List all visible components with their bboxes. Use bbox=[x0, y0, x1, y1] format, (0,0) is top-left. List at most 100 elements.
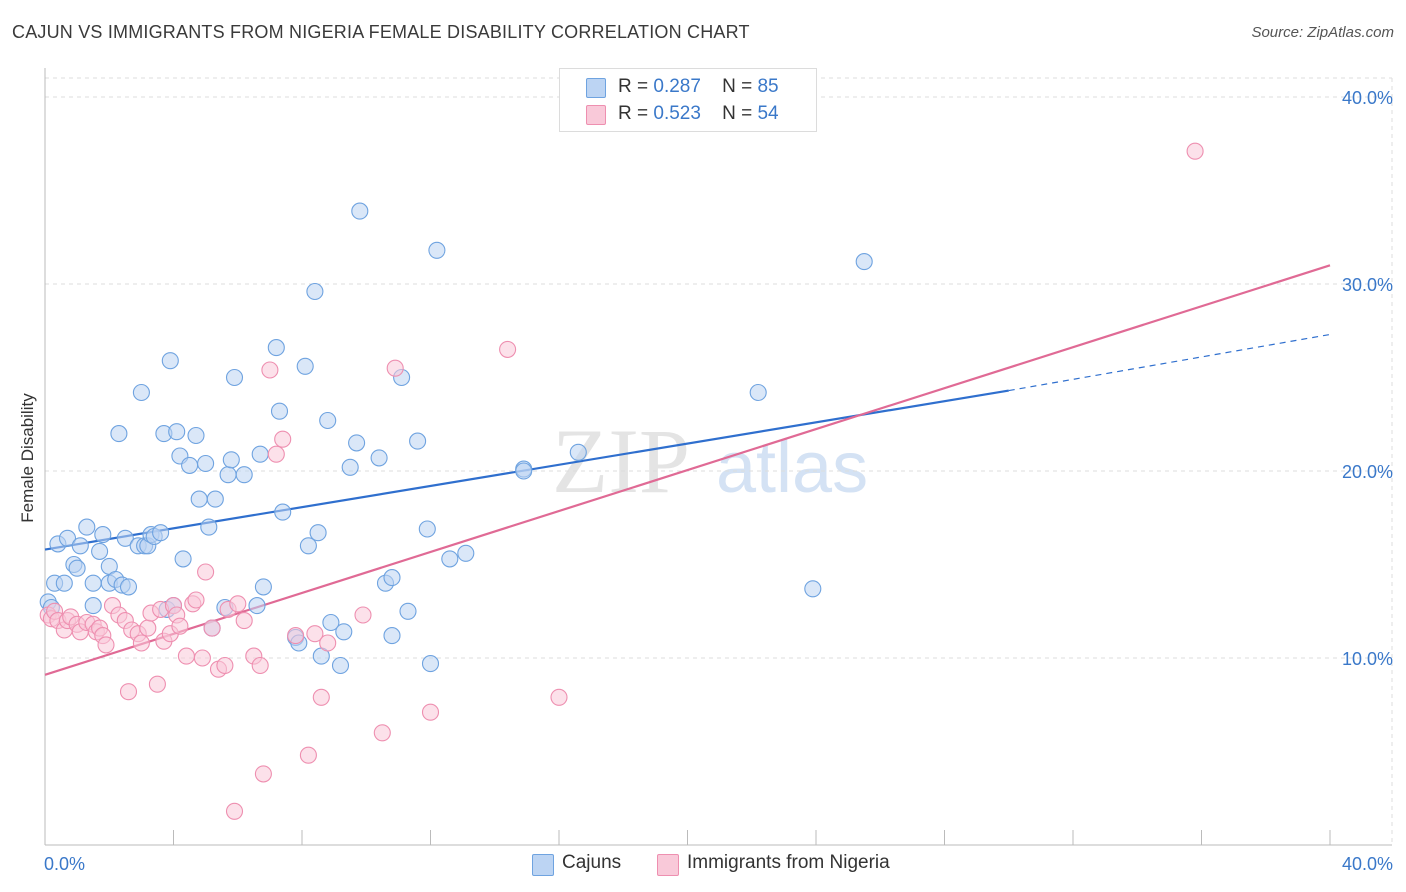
data-point bbox=[749, 383, 767, 402]
data-point bbox=[370, 449, 388, 467]
legend-swatch-cajuns bbox=[532, 854, 554, 876]
data-point bbox=[254, 765, 272, 783]
legend-label-cajuns: Cajuns bbox=[562, 852, 622, 873]
data-point bbox=[187, 591, 205, 609]
data-point bbox=[322, 613, 340, 632]
data-point bbox=[383, 569, 401, 587]
data-point bbox=[383, 627, 401, 645]
series-nigeria bbox=[39, 142, 1204, 820]
data-point bbox=[116, 529, 134, 547]
data-point bbox=[270, 402, 289, 420]
data-point bbox=[251, 656, 269, 675]
data-point bbox=[225, 802, 244, 820]
data-point bbox=[171, 617, 189, 635]
data-point bbox=[515, 462, 533, 480]
watermark-zip: ZIP bbox=[552, 410, 690, 512]
data-point bbox=[132, 634, 150, 652]
data-point bbox=[197, 454, 215, 473]
data-point bbox=[261, 361, 279, 379]
legend-swatch-cajuns bbox=[586, 78, 606, 98]
data-point bbox=[274, 430, 292, 448]
data-point bbox=[399, 602, 417, 620]
data-point bbox=[418, 520, 436, 538]
data-point bbox=[119, 683, 138, 701]
data-point bbox=[569, 443, 587, 461]
r-label: R = bbox=[618, 103, 649, 124]
data-point bbox=[409, 432, 427, 450]
data-point bbox=[306, 625, 324, 643]
data-point bbox=[203, 619, 221, 637]
x-tick-label: 40.0% bbox=[1342, 854, 1393, 874]
data-point bbox=[152, 524, 170, 542]
data-point bbox=[200, 518, 218, 536]
data-point bbox=[309, 524, 327, 542]
data-point bbox=[206, 490, 224, 508]
data-point bbox=[94, 526, 112, 544]
data-point bbox=[132, 383, 150, 402]
legend-swatch-nigeria bbox=[657, 854, 679, 876]
y-tick-label: 20.0% bbox=[1342, 462, 1393, 482]
data-point bbox=[225, 368, 244, 387]
data-point bbox=[386, 359, 404, 377]
data-point bbox=[219, 466, 237, 484]
data-point bbox=[119, 578, 138, 596]
data-point bbox=[299, 746, 317, 764]
data-point bbox=[319, 634, 337, 652]
tick-labels: 10.0% 20.0% 30.0% 40.0% 0.0% 40.0% bbox=[44, 88, 1393, 874]
data-point bbox=[251, 445, 269, 463]
data-point bbox=[341, 458, 359, 476]
data-points bbox=[39, 142, 1204, 820]
data-point bbox=[148, 675, 166, 693]
r-label: R = bbox=[618, 76, 649, 97]
data-point bbox=[550, 688, 568, 706]
source-label: Source: ZipAtlas.com bbox=[1251, 24, 1394, 41]
data-point bbox=[373, 724, 391, 742]
r-value: 0.523 bbox=[653, 103, 701, 124]
data-point bbox=[312, 688, 330, 706]
data-point bbox=[457, 544, 475, 562]
y-tick-label: 40.0% bbox=[1342, 88, 1393, 108]
data-point bbox=[110, 425, 128, 443]
data-point bbox=[354, 606, 372, 624]
r-value: 0.287 bbox=[653, 76, 701, 97]
data-point bbox=[235, 466, 253, 484]
data-point bbox=[421, 655, 440, 673]
data-point bbox=[421, 703, 440, 721]
data-point bbox=[441, 550, 459, 568]
data-point bbox=[97, 636, 115, 654]
data-point bbox=[84, 597, 102, 615]
data-point bbox=[287, 627, 305, 645]
data-point bbox=[222, 451, 240, 469]
data-point bbox=[78, 518, 96, 536]
data-point bbox=[331, 656, 350, 675]
x-tick-label: 0.0% bbox=[44, 854, 85, 874]
data-point bbox=[499, 340, 517, 358]
data-point bbox=[254, 578, 272, 596]
n-label: N = bbox=[722, 76, 753, 97]
data-point bbox=[55, 574, 73, 592]
legend-label-nigeria: Immigrants from Nigeria bbox=[687, 852, 890, 873]
data-point bbox=[161, 352, 179, 370]
data-point bbox=[187, 426, 205, 445]
data-point bbox=[181, 456, 199, 474]
data-point bbox=[296, 357, 314, 375]
data-point bbox=[71, 537, 89, 555]
data-point bbox=[168, 423, 186, 441]
n-value: 54 bbox=[757, 103, 779, 124]
chart-title: CAJUN VS IMMIGRANTS FROM NIGERIA FEMALE … bbox=[12, 22, 750, 42]
correlation-legend: R = 0.287 N = 85 R = 0.523 N = 54 bbox=[559, 68, 817, 132]
data-point bbox=[351, 202, 369, 220]
data-point bbox=[299, 537, 317, 555]
y-tick-label: 10.0% bbox=[1342, 649, 1393, 669]
legend-swatch-nigeria bbox=[586, 105, 606, 125]
n-value: 85 bbox=[757, 76, 779, 97]
data-point bbox=[335, 623, 353, 641]
data-point bbox=[235, 612, 253, 630]
y-tick-label: 30.0% bbox=[1342, 275, 1393, 295]
series-cajuns bbox=[39, 202, 873, 675]
data-point bbox=[84, 574, 102, 592]
n-label: N = bbox=[722, 103, 753, 124]
data-point bbox=[193, 649, 211, 667]
data-point bbox=[248, 597, 266, 615]
